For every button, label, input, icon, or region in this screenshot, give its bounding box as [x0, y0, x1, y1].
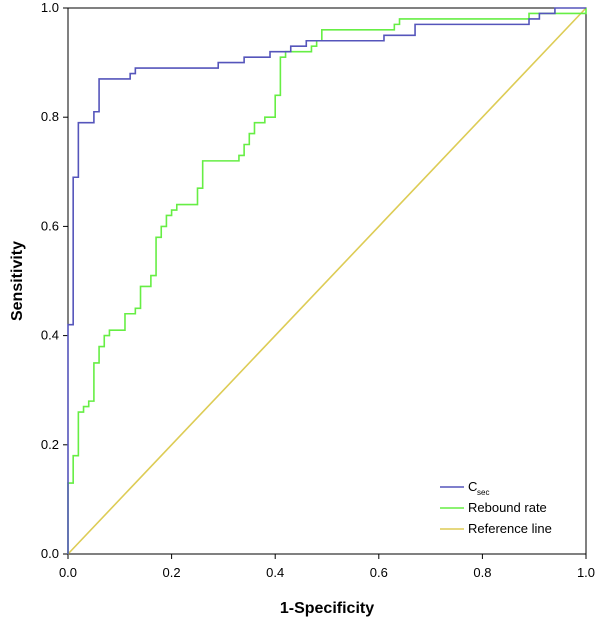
y-tick-label: 0.0	[41, 546, 59, 561]
x-axis-ticks: 0.0 0.2 0.4 0.6 0.8 1.0	[59, 554, 595, 580]
legend-label-reference-line: Reference line	[468, 521, 552, 536]
x-tick-label: 0.8	[473, 565, 491, 580]
y-tick-label: 0.8	[41, 109, 59, 124]
x-tick-label: 0.4	[266, 565, 284, 580]
x-tick-label: 0.6	[370, 565, 388, 580]
x-tick-label: 0.0	[59, 565, 77, 580]
y-tick-label: 0.6	[41, 218, 59, 233]
y-tick-label: 0.4	[41, 328, 59, 343]
legend: C sec Rebound rate Reference line	[440, 479, 552, 536]
y-tick-label: 1.0	[41, 0, 59, 15]
y-axis-ticks: 0.0 0.2 0.4 0.6 0.8 1.0	[41, 0, 68, 561]
x-tick-label: 0.2	[163, 565, 181, 580]
series-layer	[67, 7, 587, 555]
x-tick-label: 1.0	[577, 565, 595, 580]
legend-label-csec: C	[468, 479, 477, 494]
plot-frame	[67, 7, 587, 555]
legend-label-csec-sub: sec	[477, 488, 489, 497]
series-line-csec	[67, 7, 586, 554]
series-line-reference-line	[67, 7, 587, 555]
y-tick-label: 0.2	[41, 437, 59, 452]
x-axis-title: 1-Specificity	[280, 600, 374, 617]
y-axis-title: Sensitivity	[9, 241, 26, 321]
legend-label-rebound-rate: Rebound rate	[468, 500, 547, 515]
